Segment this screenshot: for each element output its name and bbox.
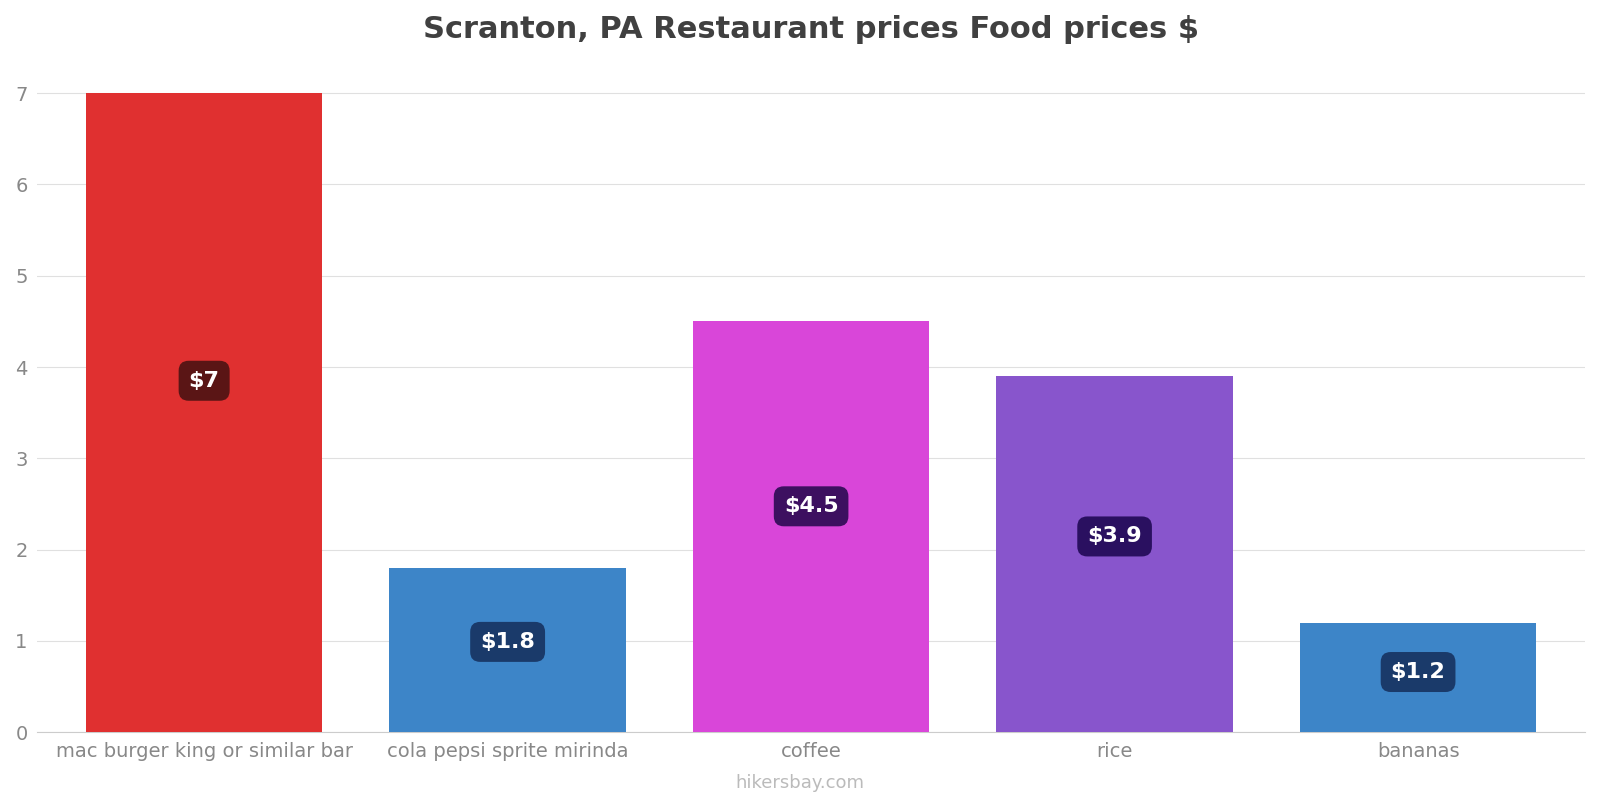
Text: $1.2: $1.2 xyxy=(1390,662,1445,682)
Bar xyxy=(389,568,626,732)
Bar xyxy=(1299,622,1536,732)
Text: $3.9: $3.9 xyxy=(1088,526,1142,546)
Text: $4.5: $4.5 xyxy=(784,496,838,516)
Bar xyxy=(693,322,930,732)
Text: $7: $7 xyxy=(189,370,219,390)
Bar xyxy=(997,376,1234,732)
Bar xyxy=(86,93,323,732)
Title: Scranton, PA Restaurant prices Food prices $: Scranton, PA Restaurant prices Food pric… xyxy=(422,15,1198,44)
Text: $1.8: $1.8 xyxy=(480,632,534,652)
Text: hikersbay.com: hikersbay.com xyxy=(736,774,864,792)
